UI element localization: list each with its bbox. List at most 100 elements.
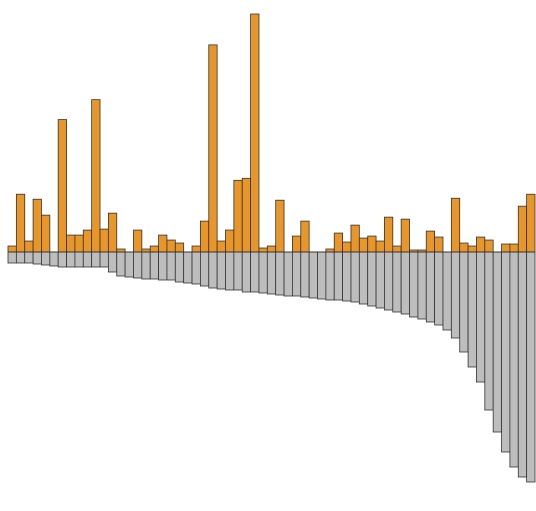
positive-bar (250, 13, 260, 253)
negative-bar (400, 251, 410, 315)
positive-bar (99, 228, 109, 253)
negative-bar (417, 251, 427, 320)
negative-bar (333, 251, 344, 301)
positive-bar (91, 99, 101, 253)
negative-bar (300, 251, 310, 298)
positive-bar (191, 245, 201, 253)
positive-bar (266, 245, 277, 253)
positive-bar (258, 247, 268, 253)
negative-bar (241, 251, 251, 293)
positive-bar (517, 205, 528, 253)
positive-bar (434, 236, 444, 253)
positive-bar (484, 239, 494, 253)
positive-bar (66, 234, 76, 253)
negative-bar (384, 251, 394, 311)
negative-bar (216, 251, 226, 290)
negative-bar (199, 251, 210, 287)
positive-bar (216, 240, 226, 253)
negative-bar (258, 251, 268, 294)
negative-bar (283, 251, 293, 297)
positive-bar (82, 229, 93, 253)
negative-bar (484, 251, 494, 411)
negative-bar (225, 251, 235, 291)
negative-bar (74, 251, 84, 268)
negative-bar (292, 251, 302, 297)
negative-bar (476, 251, 486, 383)
positive-bar (476, 236, 486, 253)
negative-bar (442, 251, 452, 331)
positive-bar (300, 220, 310, 253)
negative-bar (107, 251, 118, 273)
negative-bar (409, 251, 419, 318)
negative-bar (91, 251, 101, 268)
negative-bar (191, 251, 201, 285)
negative-bar (434, 251, 444, 326)
negative-bar (141, 251, 151, 280)
negative-bar (501, 251, 511, 453)
positive-bar (32, 198, 42, 253)
positive-bar (166, 239, 176, 253)
negative-bar (325, 251, 335, 301)
positive-bar (174, 242, 185, 253)
positive-bar (350, 224, 360, 253)
positive-series (7, 13, 536, 253)
negative-bar (266, 251, 277, 295)
positive-bar (199, 220, 210, 253)
negative-bar (509, 251, 519, 468)
negative-bar (358, 251, 369, 305)
negative-bar (250, 251, 260, 293)
positive-bar (467, 245, 477, 253)
negative-bar (233, 251, 243, 291)
positive-bar (509, 243, 519, 253)
positive-bar (241, 177, 251, 253)
negative-bar (367, 251, 377, 307)
negative-bar (492, 251, 502, 433)
negative-bar (459, 251, 469, 353)
negative-bar (392, 251, 402, 313)
positive-bar (526, 193, 536, 253)
negative-bar (308, 251, 318, 299)
positive-bar (15, 193, 26, 253)
negative-series (7, 251, 536, 483)
positive-bar (158, 234, 168, 253)
negative-bar (82, 251, 93, 268)
positive-bar (501, 243, 511, 253)
negative-bar (32, 251, 42, 265)
positive-bar (367, 235, 377, 253)
positive-bar (400, 218, 410, 253)
positive-bar (275, 199, 285, 253)
negative-bar (350, 251, 360, 303)
positive-bar (450, 197, 461, 253)
negative-bar (275, 251, 285, 296)
positive-bar (384, 216, 394, 253)
positive-bar (24, 240, 34, 253)
negative-bar (183, 251, 193, 284)
positive-bar (333, 232, 344, 253)
positive-bar (7, 245, 17, 253)
negative-bar (166, 251, 176, 281)
negative-bar (174, 251, 185, 283)
positive-bar (375, 240, 385, 253)
positive-bar (41, 214, 51, 253)
positive-bar (149, 245, 159, 253)
negative-bar (7, 251, 17, 264)
negative-bar (342, 251, 352, 302)
negative-bar (467, 251, 477, 368)
negative-bar (208, 251, 218, 289)
positive-bar (208, 44, 218, 253)
positive-bar (425, 230, 436, 253)
negative-bar (66, 251, 76, 268)
negative-bar (116, 251, 126, 277)
negative-bar (158, 251, 168, 281)
positive-bar (107, 212, 118, 253)
negative-bar (517, 251, 528, 478)
negative-bar (15, 251, 26, 264)
negative-bar (133, 251, 143, 279)
negative-bar (99, 251, 109, 268)
negative-bar (149, 251, 159, 280)
negative-bar (317, 251, 327, 300)
negative-bar (526, 251, 536, 483)
negative-bar (375, 251, 385, 309)
